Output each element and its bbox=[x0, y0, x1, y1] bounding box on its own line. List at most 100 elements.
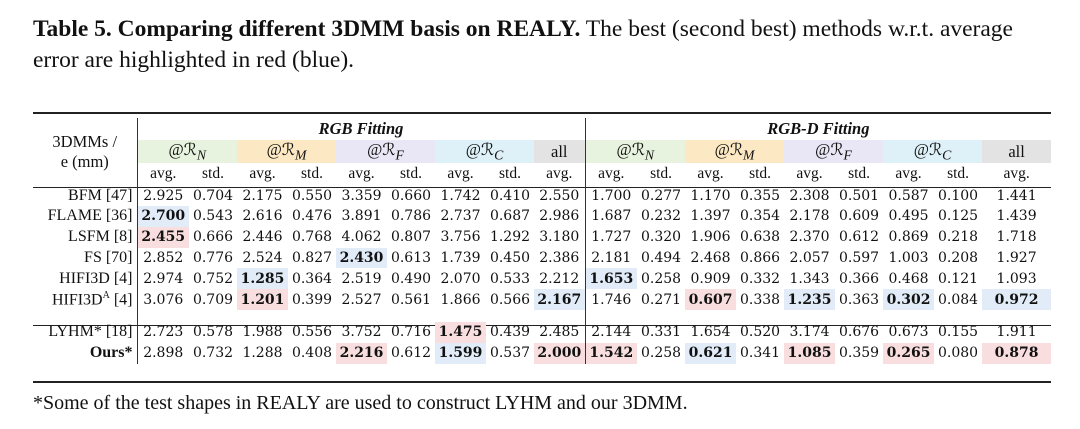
region-subscript: N bbox=[196, 147, 207, 163]
region-prefix: @ℛ bbox=[465, 140, 495, 159]
table-cell: 0.587 bbox=[888, 187, 929, 204]
table-cell: 0.786 bbox=[390, 208, 432, 225]
table-cell: 1.700 bbox=[591, 187, 632, 204]
table-row: HIFI3DA [4] 3.076 0.709 1.201 0.399 2.527 0.56… bbox=[33, 289, 1052, 311]
table-cell: 0.258 bbox=[641, 345, 682, 362]
table-cell: 2.212 bbox=[534, 268, 586, 290]
table-cell: 2.974 bbox=[143, 270, 184, 287]
table-cell: 0.827 bbox=[291, 250, 333, 267]
stat-header-avg: avg. bbox=[534, 163, 586, 186]
region-header-rgbd-n: @ℛN bbox=[585, 140, 686, 164]
table-cell: 0.258 bbox=[641, 270, 682, 287]
table-cell: 2.986 bbox=[534, 206, 586, 227]
table-cell: 1.085 bbox=[784, 342, 836, 364]
table-cell: 2.070 bbox=[440, 270, 481, 287]
table-cell: 0.232 bbox=[641, 208, 682, 225]
table-cell: 0.709 bbox=[192, 291, 234, 308]
table-cell: 0.359 bbox=[839, 345, 880, 362]
stat-header-avg: avg. bbox=[249, 165, 276, 183]
table-cell: 0.366 bbox=[839, 270, 880, 287]
region-subscript: M bbox=[294, 147, 307, 163]
table-cell: 3.359 bbox=[341, 187, 382, 204]
table-cell: 3.756 bbox=[440, 229, 481, 246]
table-cell: 1.439 bbox=[996, 208, 1037, 225]
group-header-rgbd: RGB-D Fitting bbox=[767, 119, 870, 138]
table-cell: 2.527 bbox=[341, 291, 382, 308]
table-cell: 2.430 bbox=[336, 247, 387, 269]
table-cell: 0.302 bbox=[883, 289, 935, 311]
table-cell: 0.533 bbox=[489, 270, 531, 287]
table-cell: 0.468 bbox=[888, 270, 929, 287]
region-prefix: @ℛ bbox=[367, 140, 396, 159]
region-header-rgb-all: all bbox=[534, 140, 586, 164]
table-cell: 0.364 bbox=[291, 270, 333, 287]
stat-header-avg: avg. bbox=[348, 165, 375, 183]
region-subscript: F bbox=[843, 147, 852, 163]
table-cell: 0.612 bbox=[839, 229, 880, 246]
table-cell: 1.285 bbox=[237, 268, 288, 290]
table-cell: 0.439 bbox=[489, 324, 531, 341]
table-cell: 0.607 bbox=[685, 289, 737, 311]
table-cell: 2.700 bbox=[137, 206, 189, 227]
group-header-rgb: RGB Fitting bbox=[137, 118, 586, 140]
table-cell: 2.550 bbox=[534, 185, 586, 207]
stat-header-std: std. bbox=[400, 165, 422, 183]
stat-header-std: std. bbox=[202, 165, 224, 183]
row-label: LYHM* [18] bbox=[33, 322, 138, 343]
table-cell: 2.524 bbox=[242, 250, 283, 267]
bottom-rule bbox=[33, 381, 1051, 383]
table-row: Ours* 2.898 0.732 1.288 0.408 2.216 0.612 1.599… bbox=[33, 342, 1052, 364]
table-cell: 0.732 bbox=[192, 345, 234, 362]
table-cell: 2.308 bbox=[789, 187, 830, 204]
table-cell: 2.057 bbox=[789, 250, 830, 267]
table-cell: 0.271 bbox=[641, 291, 682, 308]
table-cell: 1.292 bbox=[489, 229, 531, 246]
table-cell: 0.578 bbox=[192, 324, 234, 341]
table-cell: 0.869 bbox=[888, 229, 929, 246]
comparison-table: 3DMMs / e (mm) RGB Fitting RGB-D Fitting… bbox=[33, 118, 1052, 364]
stat-header-std: std. bbox=[749, 165, 772, 183]
table-cell: 1.687 bbox=[591, 208, 632, 225]
table-cell: 2.175 bbox=[242, 187, 283, 204]
table-cell: 0.597 bbox=[839, 250, 880, 267]
table-cell: 1.988 bbox=[242, 324, 283, 341]
region-header-rgb-f: @ℛF bbox=[336, 140, 435, 164]
table-cell: 2.370 bbox=[789, 229, 830, 246]
region-prefix: @ℛ bbox=[913, 140, 943, 159]
table-cell: 2.446 bbox=[242, 229, 283, 246]
table-cell: 0.673 bbox=[888, 324, 929, 341]
table-cell: 3.752 bbox=[341, 324, 382, 341]
table-cell: 2.519 bbox=[341, 270, 382, 287]
table-cell: 0.609 bbox=[839, 208, 880, 225]
region-header-rgbd-c: @ℛC bbox=[883, 140, 983, 164]
table-caption: Table 5. Comparing different 3DMM basis … bbox=[33, 14, 1058, 76]
table-row: LYHM* [18] 2.723 0.578 1.988 0.556 3.752 0.716… bbox=[33, 322, 1051, 343]
table-cell: 0.320 bbox=[641, 229, 682, 246]
table-cell: 0.676 bbox=[839, 324, 880, 341]
table-cell: 0.332 bbox=[740, 270, 781, 287]
table-cell: 0.638 bbox=[740, 229, 781, 246]
region-prefix: @ℛ bbox=[815, 140, 844, 159]
table-cell: 0.410 bbox=[489, 187, 531, 204]
region-prefix: @ℛ bbox=[714, 140, 743, 159]
table-cell: 2.144 bbox=[591, 324, 632, 341]
table-row: FLAME [36] 2.700 0.543 2.616 0.476 3.891 0.786… bbox=[33, 206, 1051, 227]
table-cell: 2.925 bbox=[143, 187, 184, 204]
table-cell: 1.343 bbox=[789, 270, 830, 287]
table-cell: 0.543 bbox=[192, 208, 234, 225]
region-subscript: N bbox=[644, 147, 655, 163]
table-cell: 0.490 bbox=[390, 270, 432, 287]
row-label: FS [70] bbox=[33, 247, 138, 269]
stat-header-std: std. bbox=[848, 165, 871, 183]
table-cell: 0.621 bbox=[685, 342, 737, 364]
row-label: FLAME [36] bbox=[33, 206, 138, 227]
stat-header-std: std. bbox=[650, 165, 673, 183]
table-cell: 3.076 bbox=[143, 291, 184, 308]
table-cell: 1.653 bbox=[585, 268, 638, 290]
stat-header-avg: avg. bbox=[697, 165, 724, 183]
table-cell: 1.093 bbox=[996, 270, 1037, 287]
corner-line-1: 3DMMs / bbox=[52, 131, 118, 151]
table-cell: 2.616 bbox=[242, 208, 283, 225]
region-header-rgbd-all: all bbox=[982, 140, 1052, 164]
stat-header-std: std. bbox=[947, 165, 970, 183]
